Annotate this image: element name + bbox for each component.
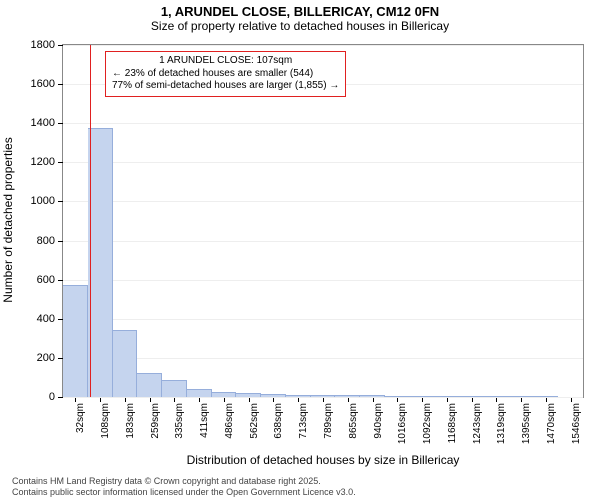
x-tick-label: 940sqm: [373, 403, 384, 439]
annotation-line: 77% of semi-detached houses are larger (…: [112, 80, 339, 93]
y-axis-label: Number of detached properties: [1, 137, 15, 302]
x-tick-label: 183sqm: [125, 403, 136, 439]
histogram-bar: [533, 396, 558, 397]
gridline: [63, 397, 583, 398]
chart-title: 1, ARUNDEL CLOSE, BILLERICAY, CM12 0FN: [0, 4, 600, 19]
x-tick-label: 486sqm: [224, 403, 235, 439]
x-tick-label: 1168sqm: [447, 403, 458, 443]
histogram-bar: [385, 396, 410, 397]
x-axis-label: Distribution of detached houses by size …: [187, 453, 460, 467]
x-tick-label: 32sqm: [75, 403, 86, 433]
histogram-bar: [410, 396, 435, 397]
annotation-line: 1 ARUNDEL CLOSE: 107sqm: [112, 55, 339, 68]
y-tick-label: 1600: [31, 78, 55, 90]
x-tick-label: 1319sqm: [496, 403, 507, 444]
histogram-bar: [360, 395, 385, 397]
gridline: [63, 201, 583, 202]
histogram-bar: [459, 396, 484, 397]
gridline: [63, 358, 583, 359]
y-tick-label: 1400: [31, 117, 55, 129]
x-tick-label: 1092sqm: [422, 403, 433, 444]
histogram-bar: [261, 394, 286, 397]
x-tick-label: 1016sqm: [397, 403, 408, 444]
x-tick-label: 108sqm: [100, 403, 111, 439]
histogram-bar: [236, 393, 261, 397]
y-tick-label: 400: [37, 313, 55, 325]
chart-subtitle: Size of property relative to detached ho…: [0, 19, 600, 33]
y-tick-label: 200: [37, 352, 55, 364]
x-tick-label: 789sqm: [323, 403, 334, 439]
x-tick-label: 411sqm: [199, 403, 210, 438]
histogram-bar: [286, 395, 311, 397]
x-tick-label: 562sqm: [249, 403, 260, 439]
gridline: [63, 241, 583, 242]
x-tick-label: 865sqm: [348, 403, 359, 439]
y-tick-label: 1000: [31, 195, 55, 207]
gridline: [63, 162, 583, 163]
y-tick-label: 1200: [31, 156, 55, 168]
histogram-bar: [88, 128, 113, 397]
y-tick-label: 800: [37, 235, 55, 247]
histogram-bar: [137, 373, 162, 397]
title-block: 1, ARUNDEL CLOSE, BILLERICAY, CM12 0FN S…: [0, 0, 600, 33]
histogram-bar: [484, 396, 509, 397]
x-tick-label: 1470sqm: [546, 403, 557, 444]
histogram-bar: [187, 389, 212, 397]
x-tick-label: 1395sqm: [521, 403, 532, 444]
credits: Contains HM Land Registry data © Crown c…: [12, 476, 356, 499]
gridline: [63, 45, 583, 46]
histogram-bar: [162, 380, 187, 397]
x-tick-label: 1546sqm: [571, 403, 582, 444]
histogram-bar: [113, 330, 138, 397]
histogram-bar: [509, 396, 534, 397]
y-tick-label: 0: [49, 391, 55, 403]
chart-container: 1, ARUNDEL CLOSE, BILLERICAY, CM12 0FN S…: [0, 0, 600, 500]
credit-line-1: Contains HM Land Registry data © Crown c…: [12, 476, 356, 487]
x-tick-label: 713sqm: [298, 403, 309, 439]
plot-area: 020040060080010001200140016001800 32sqm1…: [62, 44, 584, 398]
histogram-bar: [212, 392, 237, 397]
x-tick-label: 335sqm: [174, 403, 185, 439]
x-tick-label: 1243sqm: [472, 403, 483, 444]
annotation-box: 1 ARUNDEL CLOSE: 107sqm← 23% of detached…: [105, 51, 346, 97]
histogram-bar: [311, 395, 336, 397]
x-tick-label: 638sqm: [273, 403, 284, 439]
gridline: [63, 123, 583, 124]
histogram-bar: [335, 395, 360, 397]
y-tick-label: 1800: [31, 39, 55, 51]
x-tick-label: 259sqm: [150, 403, 161, 439]
credit-line-2: Contains public sector information licen…: [12, 487, 356, 498]
gridline: [63, 280, 583, 281]
histogram-bar: [434, 396, 459, 397]
gridline: [63, 319, 583, 320]
marker-line: [90, 45, 91, 397]
y-tick-label: 600: [37, 274, 55, 286]
annotation-line: ← 23% of detached houses are smaller (54…: [112, 68, 339, 81]
histogram-bar: [63, 285, 88, 397]
